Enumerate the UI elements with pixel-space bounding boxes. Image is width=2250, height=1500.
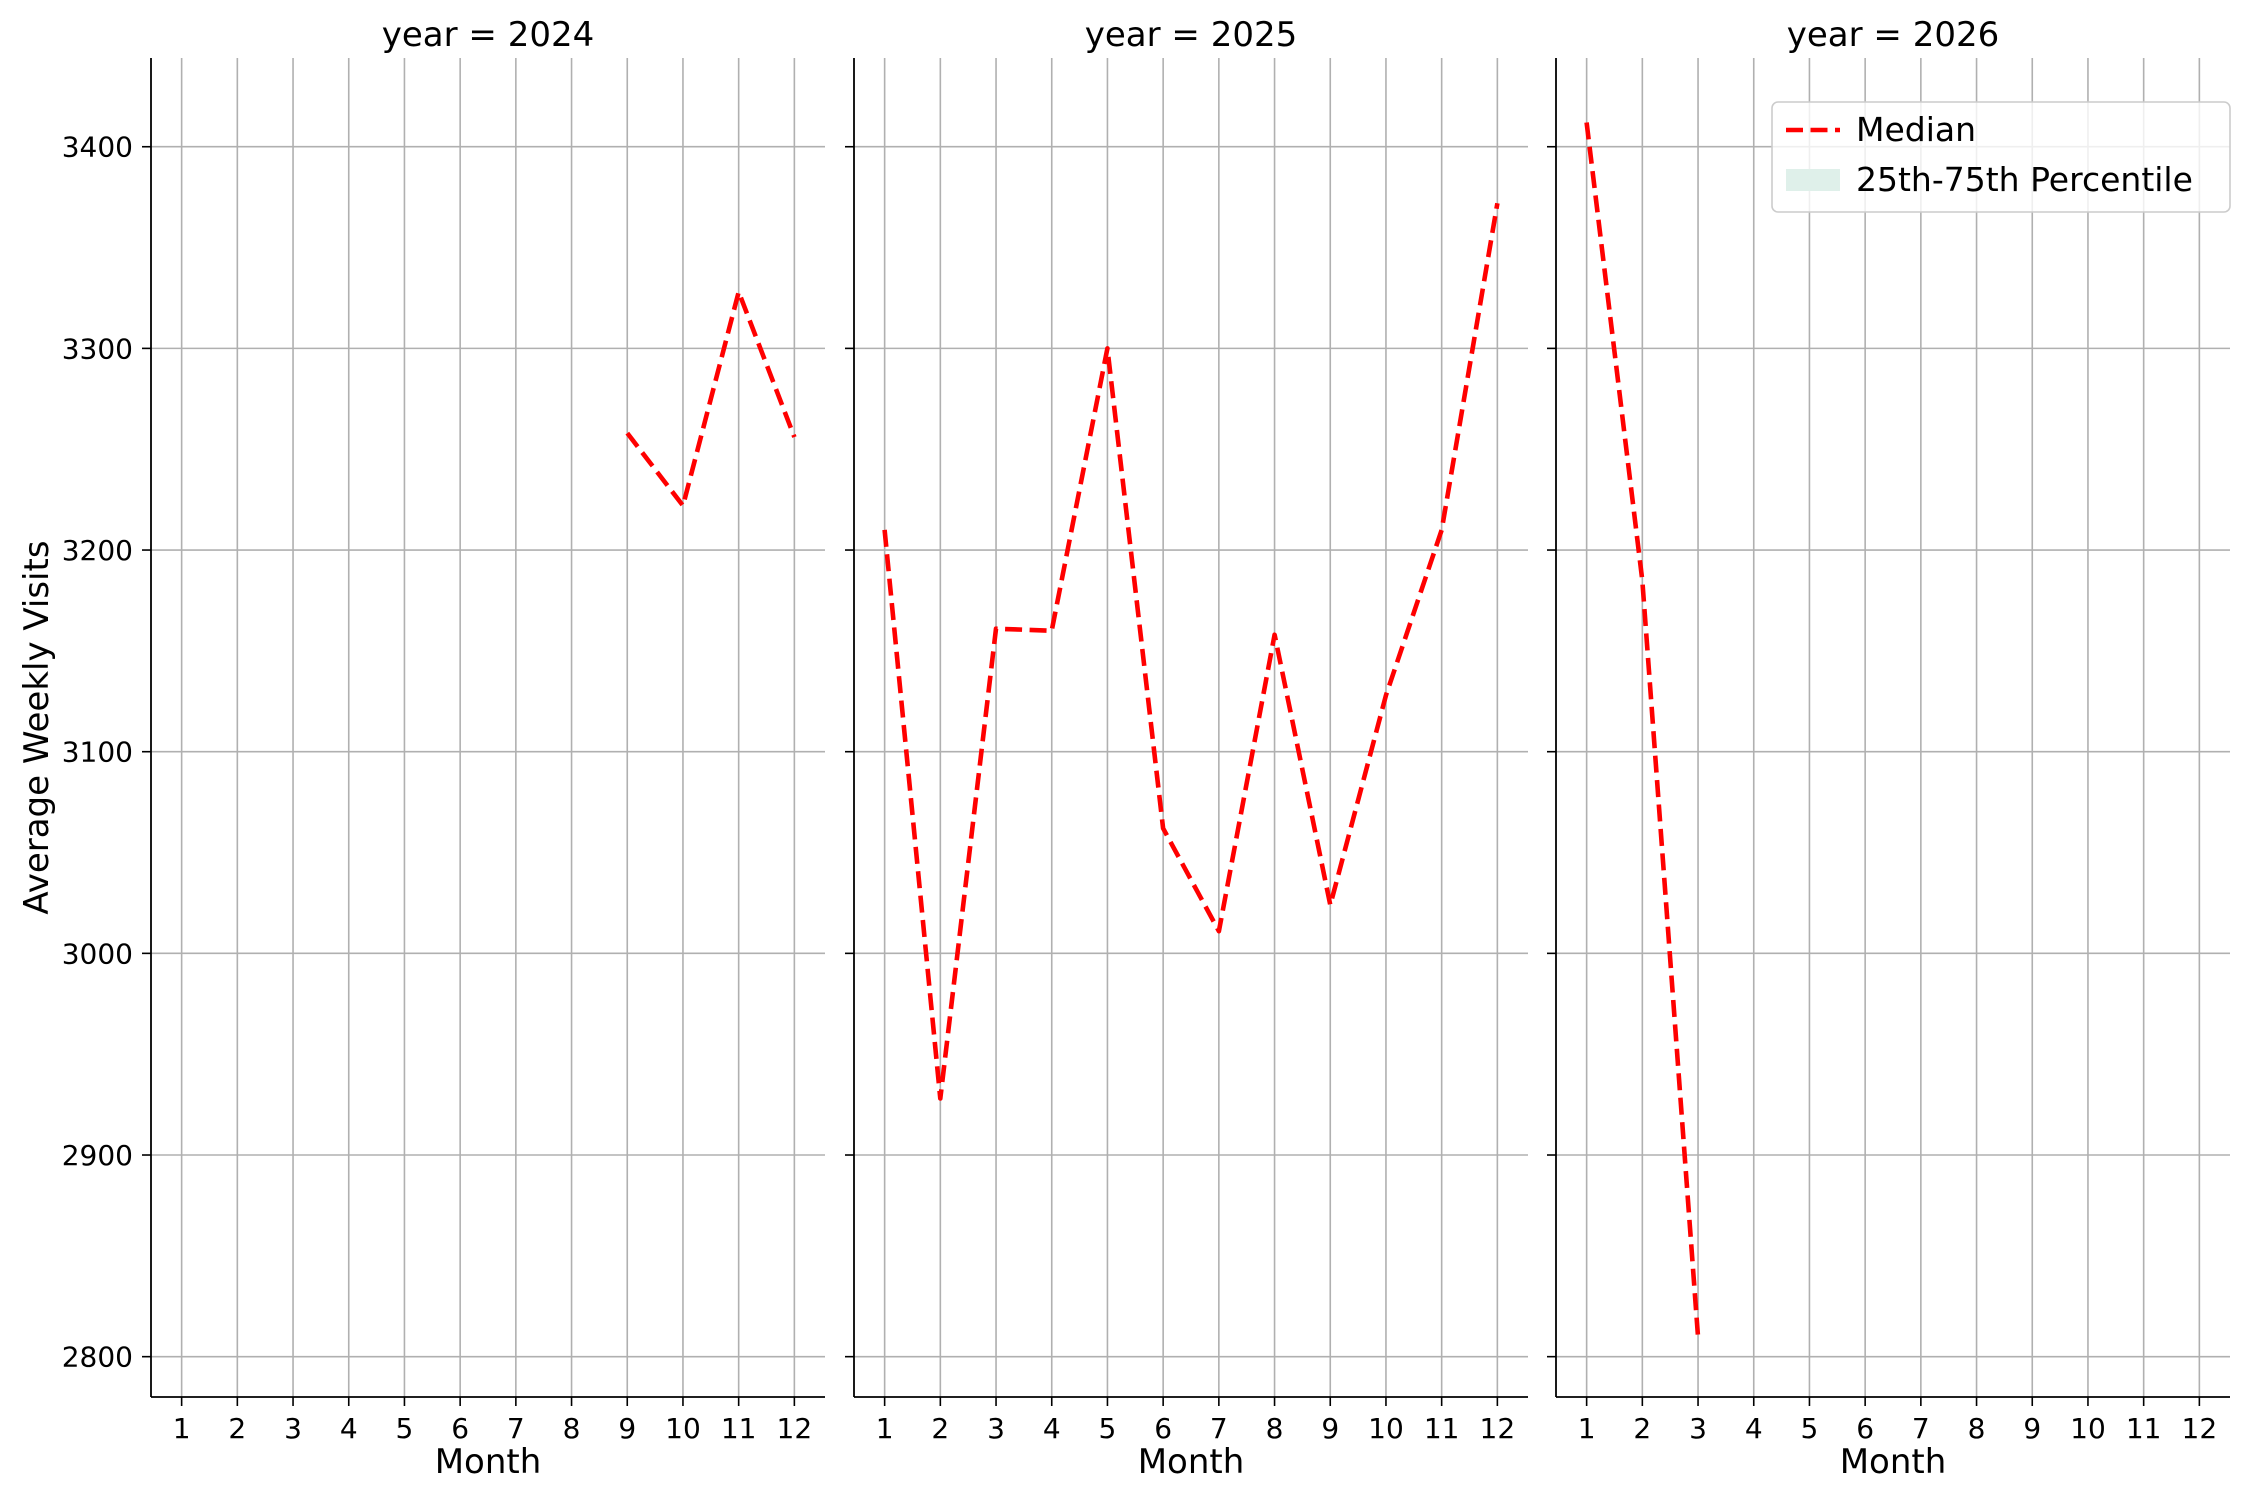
facet-title: year = 2026	[1787, 15, 1999, 55]
x-tick-label: 7	[1210, 1412, 1228, 1445]
x-tick-label: 1	[173, 1412, 191, 1445]
y-axis-label: Average Weekly Visits	[17, 540, 57, 914]
x-tick-label: 2	[228, 1412, 246, 1445]
x-tick-label: 6	[1154, 1412, 1172, 1445]
x-tick-label: 7	[507, 1412, 525, 1445]
y-tick-label: 3200	[62, 534, 133, 567]
facet-panel-1: 1 2 3 4 5 6 7 8 9 10 11 122800290030003100320033003…	[17, 15, 825, 1482]
x-tick-label: 7	[1912, 1412, 1930, 1445]
median-series-line	[625, 289, 797, 509]
x-tick-label: 12	[777, 1412, 813, 1445]
y-tick-label: 3000	[62, 937, 133, 970]
x-tick-label: 9	[2023, 1412, 2041, 1445]
y-tick-label: 2800	[62, 1341, 133, 1374]
x-tick-label: 1	[876, 1412, 894, 1445]
x-tick-label: 3	[987, 1412, 1005, 1445]
x-tick-label: 9	[1321, 1412, 1339, 1445]
x-tick-label: 3	[1689, 1412, 1707, 1445]
x-tick-label: 3	[284, 1412, 302, 1445]
median-series-line	[1584, 122, 1701, 1337]
x-tick-label: 4	[1745, 1412, 1763, 1445]
x-tick-label: 4	[1043, 1412, 1061, 1445]
x-tick-label: 10	[2070, 1412, 2106, 1445]
x-tick-label: 6	[451, 1412, 469, 1445]
x-tick-label: 8	[1968, 1412, 1986, 1445]
x-tick-label: 5	[396, 1412, 414, 1445]
facet-title: year = 2024	[382, 15, 594, 55]
x-tick-label: 8	[1266, 1412, 1284, 1445]
x-tick-label: 12	[2182, 1412, 2218, 1445]
x-tick-label: 12	[1480, 1412, 1516, 1445]
y-tick-label: 3300	[62, 332, 133, 365]
x-tick-label: 10	[665, 1412, 701, 1445]
x-tick-label: 11	[1424, 1412, 1460, 1445]
x-axis-label: Month	[1840, 1442, 1947, 1482]
x-tick-label: 5	[1099, 1412, 1117, 1445]
x-tick-label: 10	[1368, 1412, 1404, 1445]
x-tick-label: 9	[618, 1412, 636, 1445]
x-tick-label: 1	[1578, 1412, 1596, 1445]
x-axis-label: Month	[1138, 1442, 1245, 1482]
median-series-line	[882, 202, 1500, 1101]
x-axis-label: Month	[435, 1442, 542, 1482]
x-tick-label: 4	[340, 1412, 358, 1445]
legend-entry-label: 25th-75th Percentile	[1856, 160, 2193, 199]
y-tick-label: 2900	[62, 1139, 133, 1172]
x-tick-label: 5	[1801, 1412, 1819, 1445]
legend-entry-label: Median	[1856, 110, 1976, 149]
legend-frame	[1771, 101, 2231, 213]
x-tick-label: 2	[931, 1412, 949, 1445]
x-tick-label: 11	[721, 1412, 757, 1445]
legend: Median 25th-75th Percentile	[1771, 101, 2231, 213]
x-tick-label: 11	[2126, 1412, 2162, 1445]
y-tick-label: 3400	[62, 131, 133, 164]
legend-percentile-swatch	[1786, 169, 1840, 191]
x-tick-label: 2	[1633, 1412, 1651, 1445]
y-tick-label: 3100	[62, 736, 133, 769]
x-tick-label: 6	[1856, 1412, 1874, 1445]
facet-title: year = 2025	[1085, 15, 1297, 55]
x-tick-label: 8	[563, 1412, 581, 1445]
